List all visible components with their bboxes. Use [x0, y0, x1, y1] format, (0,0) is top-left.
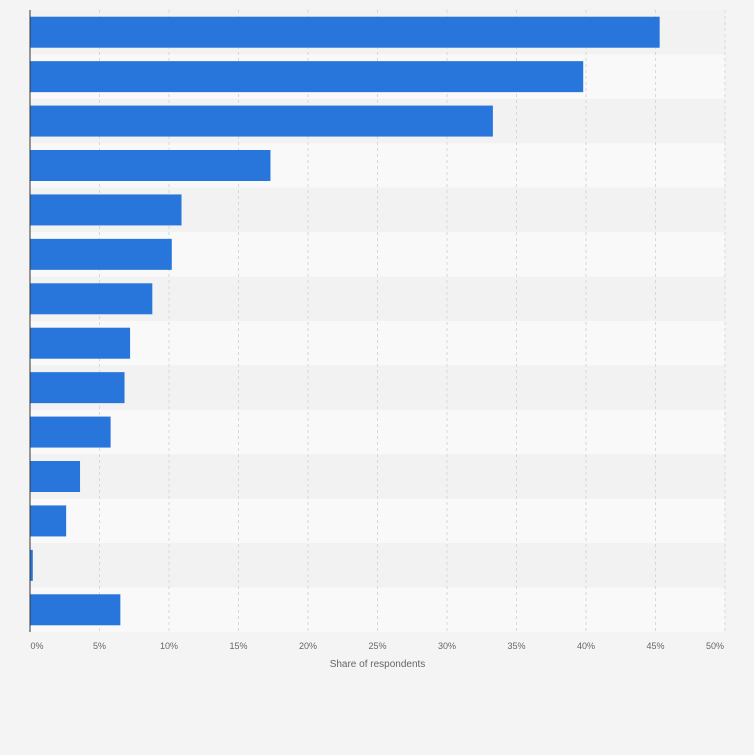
bar[interactable] [30, 238, 172, 270]
x-tick-label: 20% [299, 641, 317, 651]
bar[interactable] [30, 461, 81, 492]
x-tick-label: 35% [507, 641, 525, 651]
bar[interactable] [30, 594, 121, 626]
x-tick-label: 10% [160, 641, 178, 651]
x-tick-label: 45% [646, 641, 664, 651]
bar[interactable] [30, 105, 493, 137]
bar[interactable] [30, 61, 584, 93]
bar[interactable] [30, 416, 111, 448]
bar[interactable] [30, 327, 131, 359]
bar[interactable] [30, 372, 125, 404]
bar[interactable] [30, 549, 33, 581]
bars [30, 16, 660, 626]
x-tick-label: 15% [229, 641, 247, 651]
bar[interactable] [30, 283, 153, 315]
x-tick-label: 40% [577, 641, 595, 651]
bar[interactable] [30, 150, 271, 181]
x-tick-label: 25% [368, 641, 386, 651]
x-tick-label: 0% [30, 641, 43, 651]
x-tick-label: 30% [438, 641, 456, 651]
x-tick-label: 5% [93, 641, 106, 651]
bar[interactable] [30, 505, 67, 537]
x-tick-labels: 0% 5% 10% 15% 20% 25% 30% 35% 40% 45% 50% [30, 641, 724, 651]
bar[interactable] [30, 194, 182, 226]
x-axis-label: Share of respondents [330, 659, 426, 670]
bar[interactable] [30, 16, 660, 48]
x-tick-label: 50% [706, 641, 724, 651]
